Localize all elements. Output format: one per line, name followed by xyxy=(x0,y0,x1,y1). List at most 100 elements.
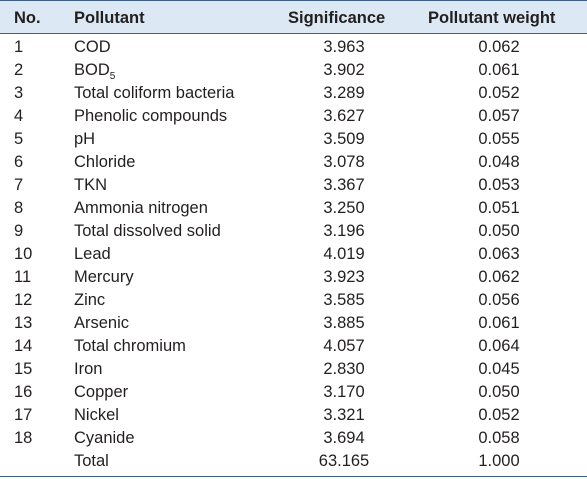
pollutant-name: BOD xyxy=(74,61,110,79)
cell-significance: 3.902 xyxy=(323,61,365,79)
cell-pollutant: Arsenic xyxy=(74,312,129,335)
cell-pollutant-weight: 0.064 xyxy=(478,337,520,355)
table-row: 9 Total dissolved solid 3.196 0.050 xyxy=(0,220,587,243)
cell-pollutant-weight: 0.052 xyxy=(478,84,520,102)
cell-pollutant-weight: 0.056 xyxy=(478,291,520,309)
pollutant-name: Chloride xyxy=(74,153,136,171)
cell-pollutant-weight: 0.053 xyxy=(478,176,520,194)
table-row: 14 Total chromium 4.057 0.064 xyxy=(0,335,587,358)
cell-no: 1 xyxy=(14,38,24,56)
cell-significance: 3.321 xyxy=(323,406,365,424)
table-header-row: No. Pollutant Significance Pollutant wei… xyxy=(0,0,587,34)
pollutant-name: Mercury xyxy=(74,268,134,286)
cell-pollutant: Lead xyxy=(74,243,111,266)
pollutant-name: COD xyxy=(74,38,111,56)
cell-pollutant: Nickel xyxy=(74,404,119,427)
cell-pollutant: Total chromium xyxy=(74,335,186,358)
header-no: No. xyxy=(14,9,41,27)
cell-no: 17 xyxy=(14,406,33,424)
cell-pollutant-weight: 0.055 xyxy=(478,130,520,148)
cell-no: 15 xyxy=(14,360,33,378)
cell-pollutant: COD xyxy=(74,36,111,59)
cell-pollutant: Copper xyxy=(74,381,128,404)
cell-pollutant: Cyanide xyxy=(74,427,135,450)
cell-no: 2 xyxy=(14,61,24,79)
cell-pollutant: Total xyxy=(74,450,109,473)
pollutant-name: Lead xyxy=(74,245,111,263)
cell-pollutant-weight: 0.061 xyxy=(478,61,520,79)
cell-significance: 2.830 xyxy=(323,360,365,378)
cell-pollutant-weight: 0.058 xyxy=(478,429,520,447)
table-row: 15 Iron 2.830 0.045 xyxy=(0,358,587,381)
cell-significance: 4.019 xyxy=(323,245,365,263)
cell-pollutant-weight: 0.052 xyxy=(478,406,520,424)
cell-significance: 3.509 xyxy=(323,130,365,148)
pollutant-subscript: 5 xyxy=(109,71,116,82)
cell-pollutant: Zinc xyxy=(74,289,105,312)
table-total-row: Total 63.165 1.000 xyxy=(0,450,587,473)
cell-pollutant: Ammonia nitrogen xyxy=(74,197,208,220)
pollutant-name: Total coliform bacteria xyxy=(74,84,235,102)
cell-pollutant-weight: 0.057 xyxy=(478,107,520,125)
cell-significance: 3.289 xyxy=(323,84,365,102)
table-row: 17 Nickel 3.321 0.052 xyxy=(0,404,587,427)
cell-significance: 3.885 xyxy=(323,314,365,332)
table-bottom-rule xyxy=(0,476,587,477)
cell-no: 8 xyxy=(14,199,24,217)
table-row: 16 Copper 3.170 0.050 xyxy=(0,381,587,404)
pollutant-name: Nickel xyxy=(74,406,119,424)
header-pollutant-weight: Pollutant weight xyxy=(428,9,556,27)
pollutant-name: Copper xyxy=(74,383,129,401)
cell-no: 4 xyxy=(14,107,24,125)
cell-pollutant: Total coliform bacteria xyxy=(74,82,234,105)
cell-significance: 3.923 xyxy=(323,268,365,286)
pollutant-name: Total chromium xyxy=(74,337,186,355)
table-row: 7 TKN 3.367 0.053 xyxy=(0,174,587,197)
cell-no: 13 xyxy=(14,314,33,332)
pollutant-name: pH xyxy=(74,130,96,148)
cell-significance: 3.694 xyxy=(323,429,365,447)
header-pollutant: Pollutant xyxy=(74,9,145,27)
pollutant-name: Zinc xyxy=(74,291,106,309)
cell-pollutant-weight: 0.062 xyxy=(478,38,520,56)
cell-pollutant-weight: 0.050 xyxy=(478,222,520,240)
cell-pollutant: Total dissolved solid xyxy=(74,220,221,243)
pollutant-name: Total xyxy=(74,452,109,470)
cell-pollutant-weight: 0.063 xyxy=(478,245,520,263)
pollutant-name: Iron xyxy=(74,360,103,378)
pollutant-name: Phenolic compounds xyxy=(74,107,228,125)
cell-pollutant: Mercury xyxy=(74,266,134,289)
table-row: 6 Chloride 3.078 0.048 xyxy=(0,151,587,174)
cell-no: 12 xyxy=(14,291,33,309)
table-row: 2 BOD5 3.902 0.061 xyxy=(0,59,587,82)
cell-no: 5 xyxy=(14,130,24,148)
table-row: 12 Zinc 3.585 0.056 xyxy=(0,289,587,312)
cell-pollutant-weight: 0.050 xyxy=(478,383,520,401)
cell-significance: 4.057 xyxy=(323,337,365,355)
cell-significance: 3.196 xyxy=(323,222,365,240)
cell-significance: 3.627 xyxy=(323,107,365,125)
table-row: 10 Lead 4.019 0.063 xyxy=(0,243,587,266)
cell-no: 10 xyxy=(14,245,33,263)
table-row: 8 Ammonia nitrogen 3.250 0.051 xyxy=(0,197,587,220)
cell-pollutant: Chloride xyxy=(74,151,135,174)
cell-no: 3 xyxy=(14,84,24,102)
cell-no: 11 xyxy=(14,268,32,286)
cell-significance: 63.165 xyxy=(318,452,370,470)
table-row: 3 Total coliform bacteria 3.289 0.052 xyxy=(0,82,587,105)
header-significance: Significance xyxy=(288,9,386,27)
cell-pollutant-weight: 0.051 xyxy=(478,199,520,217)
cell-no: 7 xyxy=(14,176,24,194)
cell-pollutant-weight: 0.048 xyxy=(478,153,520,171)
pollutant-name: Arsenic xyxy=(74,314,130,332)
pollutant-name: Total dissolved solid xyxy=(74,222,221,240)
cell-no: 14 xyxy=(14,337,33,355)
table-row: 13 Arsenic 3.885 0.061 xyxy=(0,312,587,335)
cell-pollutant-weight: 0.062 xyxy=(478,268,520,286)
cell-significance: 3.250 xyxy=(323,199,365,217)
table-row: 11 Mercury 3.923 0.062 xyxy=(0,266,587,289)
table-row: 4 Phenolic compounds 3.627 0.057 xyxy=(0,105,587,128)
cell-pollutant: pH xyxy=(74,128,95,151)
cell-no: 16 xyxy=(14,383,33,401)
